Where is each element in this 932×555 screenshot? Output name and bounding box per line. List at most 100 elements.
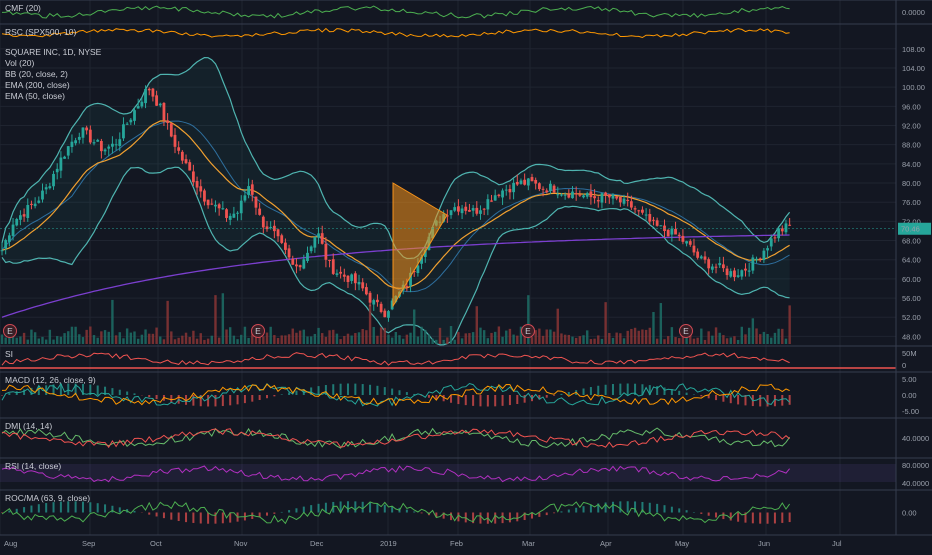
candle-body <box>601 193 604 202</box>
candle-body <box>674 229 677 235</box>
candle-body <box>284 243 287 250</box>
candle-body <box>48 186 51 188</box>
volume-bar <box>472 332 474 344</box>
volume-bar <box>177 338 179 344</box>
pane-title: ROC/MA (63, 9, close) <box>5 493 90 503</box>
volume-bar <box>373 327 375 344</box>
volume-bar <box>406 335 408 344</box>
candle-body <box>59 158 62 171</box>
candle-body <box>542 189 545 190</box>
histogram-bar <box>185 513 187 523</box>
candle-body <box>210 204 213 205</box>
volume-bar <box>126 328 128 344</box>
volume-bar <box>38 339 40 344</box>
candle-body <box>501 191 504 198</box>
histogram-bar <box>156 513 158 517</box>
histogram-bar <box>111 388 113 395</box>
indicator-label: EMA (200, close) <box>5 80 70 90</box>
candle-body <box>350 274 353 281</box>
histogram-bar <box>789 513 791 523</box>
candle-body <box>111 144 114 147</box>
candle-body <box>19 215 22 220</box>
candle-body <box>347 276 350 282</box>
volume-bar <box>56 336 58 344</box>
candle-body <box>354 273 357 283</box>
volume-bar <box>295 333 297 344</box>
candle-body <box>313 237 316 248</box>
candle-body <box>258 209 261 215</box>
pane-axis-tick: 40.0000 <box>902 434 929 443</box>
volume-bar <box>343 336 345 344</box>
volume-bar <box>100 331 102 344</box>
histogram-bar <box>767 513 769 524</box>
histogram-bar <box>730 395 732 403</box>
volume-bar <box>347 334 349 344</box>
volume-bar <box>358 332 360 344</box>
volume-bar <box>192 331 194 344</box>
volume-bar <box>181 336 183 344</box>
volume-bar <box>468 333 470 344</box>
histogram-bar <box>97 385 99 395</box>
histogram-bar <box>700 513 702 514</box>
candle-body <box>729 271 732 277</box>
volume-bar <box>218 338 220 344</box>
histogram-bar <box>163 513 165 519</box>
candle-body <box>405 286 408 287</box>
histogram-bar <box>273 395 275 396</box>
candle-body <box>45 187 48 189</box>
volume-bar <box>387 335 389 344</box>
candle-body <box>726 269 729 275</box>
volume-bar <box>612 338 614 344</box>
candle-body <box>37 201 40 203</box>
histogram-bar <box>30 506 32 513</box>
volume-bar <box>233 336 235 344</box>
candle-body <box>144 89 147 103</box>
candle-body <box>93 142 96 143</box>
candle-body <box>637 210 640 211</box>
candle-body <box>152 89 155 97</box>
candle-body <box>148 89 151 90</box>
candle-body <box>711 267 714 270</box>
histogram-bar <box>23 507 25 512</box>
volume-bar <box>4 338 6 344</box>
candle-body <box>166 120 169 123</box>
histogram-bar <box>303 507 305 513</box>
candle-body <box>339 272 342 274</box>
histogram-bar <box>148 513 150 515</box>
volume-bar <box>733 336 735 344</box>
volume-bar <box>457 332 459 344</box>
volume-bar <box>638 331 640 344</box>
volume-bar <box>752 318 754 344</box>
candle-body <box>534 180 537 184</box>
candle-body <box>659 225 662 226</box>
volume-bar <box>715 327 717 344</box>
volume-bar <box>200 333 202 344</box>
candle-body <box>302 259 305 268</box>
volume-bar <box>34 332 36 344</box>
volume-bar <box>586 330 588 344</box>
price-axis-tick: 88.00 <box>902 141 921 150</box>
volume-bar <box>615 333 617 344</box>
candle-body <box>41 191 44 200</box>
volume-bar <box>788 305 790 344</box>
candle-body <box>1 250 4 251</box>
volume-bar <box>579 336 581 344</box>
volume-bar <box>509 329 511 344</box>
volume-bar <box>627 331 629 344</box>
candle-body <box>740 270 743 276</box>
histogram-bar <box>259 395 261 400</box>
candle-body <box>383 311 386 318</box>
candle-body <box>188 162 191 170</box>
volume-bar <box>424 330 426 344</box>
candle-body <box>192 171 195 182</box>
histogram-bar <box>207 395 209 406</box>
histogram-bar <box>295 508 297 512</box>
histogram-bar <box>553 513 555 514</box>
histogram-bar <box>295 391 297 395</box>
volume-bar <box>317 328 319 344</box>
pane-axis-tick: 0 <box>902 361 906 370</box>
candle-body <box>336 273 339 275</box>
volume-bar <box>763 332 765 344</box>
